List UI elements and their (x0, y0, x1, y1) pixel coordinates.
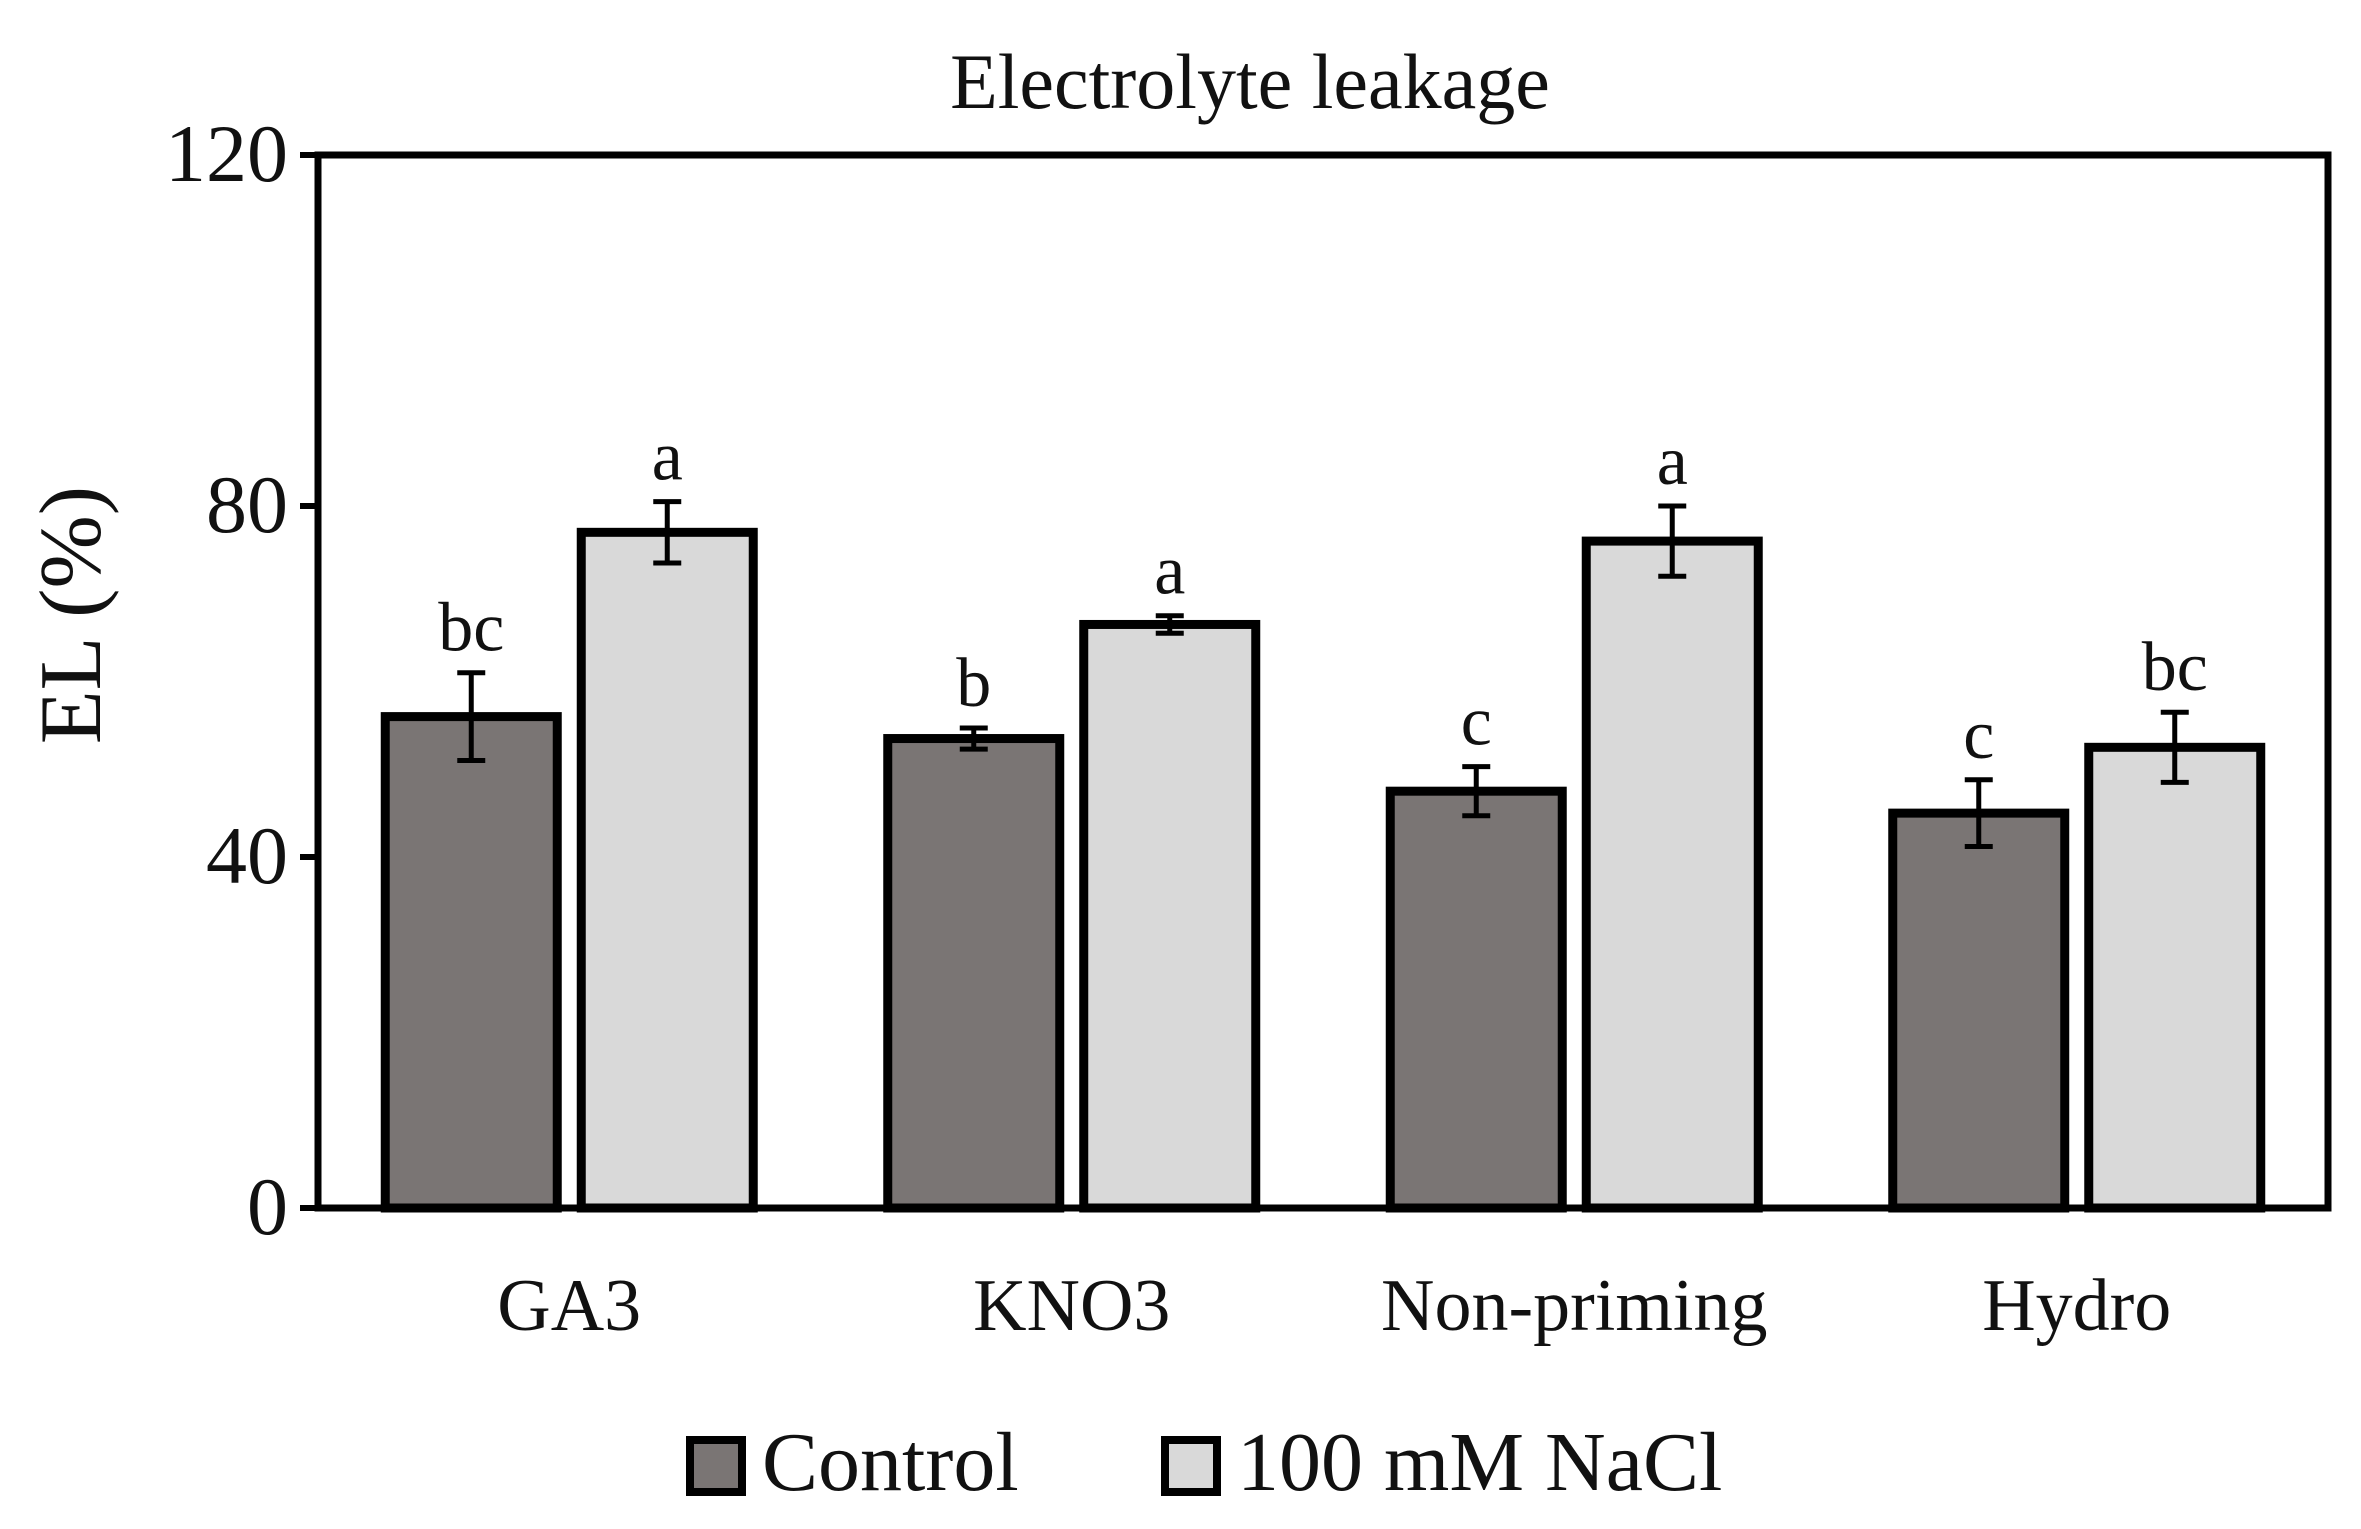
y-tick-label: 80 (206, 459, 288, 550)
y-axis-label: EL (%) (23, 486, 120, 744)
x-tick-label: GA3 (497, 1265, 641, 1347)
y-tick-label: 40 (206, 810, 288, 901)
legend-label: Control (762, 1416, 1019, 1509)
bar (1581, 536, 1763, 1213)
x-tick-label: Hydro (1982, 1265, 2171, 1347)
significance-letter: c (1963, 697, 1994, 774)
plot-area: 0 40 80 120 bc a GA3 b a KNO3 c a Non-priming c bc Hydr… (165, 108, 2332, 1347)
bar (576, 527, 758, 1213)
x-tick-label: Non-priming (1381, 1265, 1767, 1347)
significance-letter: a (652, 419, 683, 496)
significance-letter: a (1657, 423, 1688, 500)
legend-label: 100 mM NaCl (1237, 1416, 1722, 1509)
significance-letter: bc (2142, 629, 2208, 706)
legend-swatch (1161, 1436, 1221, 1496)
bar (1888, 808, 2070, 1213)
significance-letter: c (1461, 684, 1492, 761)
y-tick-label: 0 (247, 1161, 288, 1252)
bar (2084, 742, 2266, 1213)
chart-title: Electrolyte leakage (950, 38, 1550, 125)
significance-letter: a (1154, 533, 1185, 610)
legend-swatch (686, 1436, 746, 1496)
bar (1079, 619, 1261, 1213)
x-tick-label: KNO3 (973, 1265, 1170, 1347)
y-tick-label: 120 (165, 108, 288, 199)
bar (380, 712, 562, 1213)
bar (883, 734, 1065, 1213)
bar (1385, 786, 1567, 1213)
legend: Control 100 mM NaCl (686, 1416, 1722, 1509)
significance-letter: bc (438, 590, 504, 667)
significance-letter: b (956, 645, 991, 722)
plot-frame (314, 151, 2332, 1212)
